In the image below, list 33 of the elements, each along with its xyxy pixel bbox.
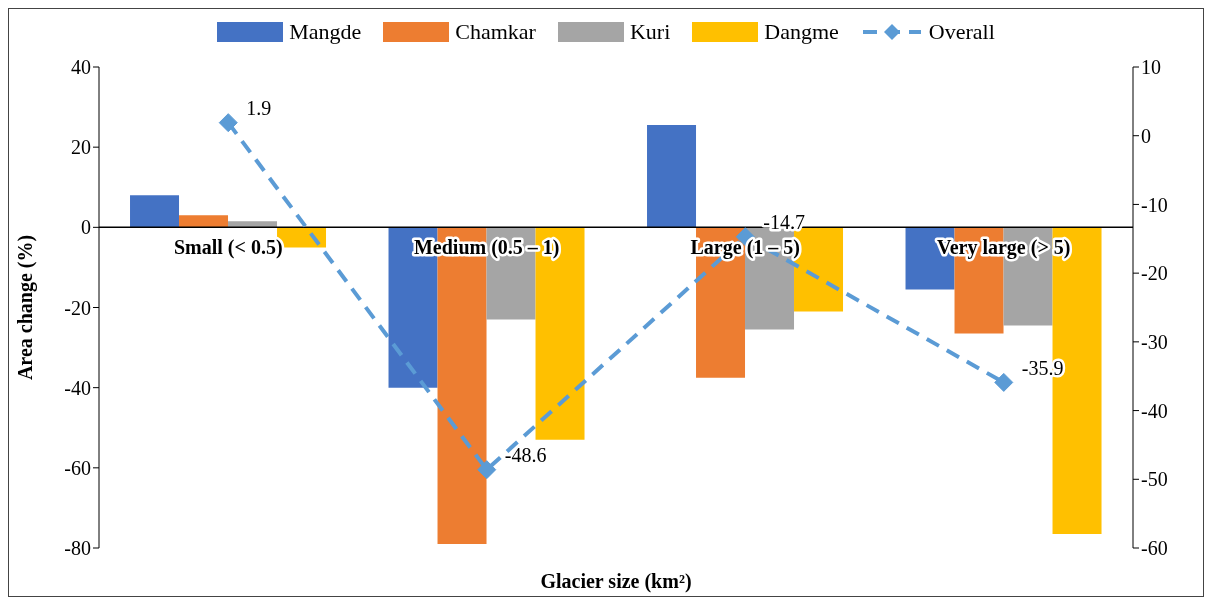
y2-tick-label: 10: [1141, 56, 1161, 79]
point: [994, 372, 1014, 392]
point: [218, 113, 238, 133]
bar: [179, 215, 229, 228]
bar: [535, 227, 585, 440]
x-axis-title: Glacier size (km²): [540, 570, 692, 593]
legend-label: Mangde: [289, 19, 362, 45]
legend-label: Chamkar: [455, 19, 536, 45]
y-tick-label: 40: [71, 56, 91, 79]
y-tick-label: -80: [64, 537, 91, 560]
y-tick-label: 20: [71, 136, 91, 159]
bar: [228, 221, 278, 228]
bar: [647, 125, 697, 228]
y2-tick-label: -20: [1141, 262, 1168, 285]
bar: [130, 195, 180, 228]
legend-label: Dangme: [764, 19, 839, 45]
legend-label: Overall: [928, 19, 995, 45]
y2-tick-label: -30: [1141, 330, 1168, 353]
y-axis-title: Area change (%): [14, 234, 38, 381]
y2-tick-label: 0: [1141, 124, 1151, 147]
point: [477, 460, 497, 480]
data-label: -48.6: [504, 444, 547, 467]
y2-tick-label: -40: [1141, 399, 1168, 422]
x-tick-label: Small (< 0.5): [173, 235, 283, 259]
legend-label: Kuri: [629, 19, 671, 45]
y-tick-label: -40: [64, 376, 91, 399]
y2-tick-label: -60: [1141, 537, 1168, 560]
y-tick-label: -20: [64, 296, 91, 319]
y-tick-label: 0: [81, 216, 91, 239]
y2-tick-label: -10: [1141, 193, 1168, 216]
y-tick-label: -60: [64, 456, 91, 479]
data-label: 1.9: [246, 97, 272, 120]
y2-tick-label: -50: [1141, 468, 1168, 491]
